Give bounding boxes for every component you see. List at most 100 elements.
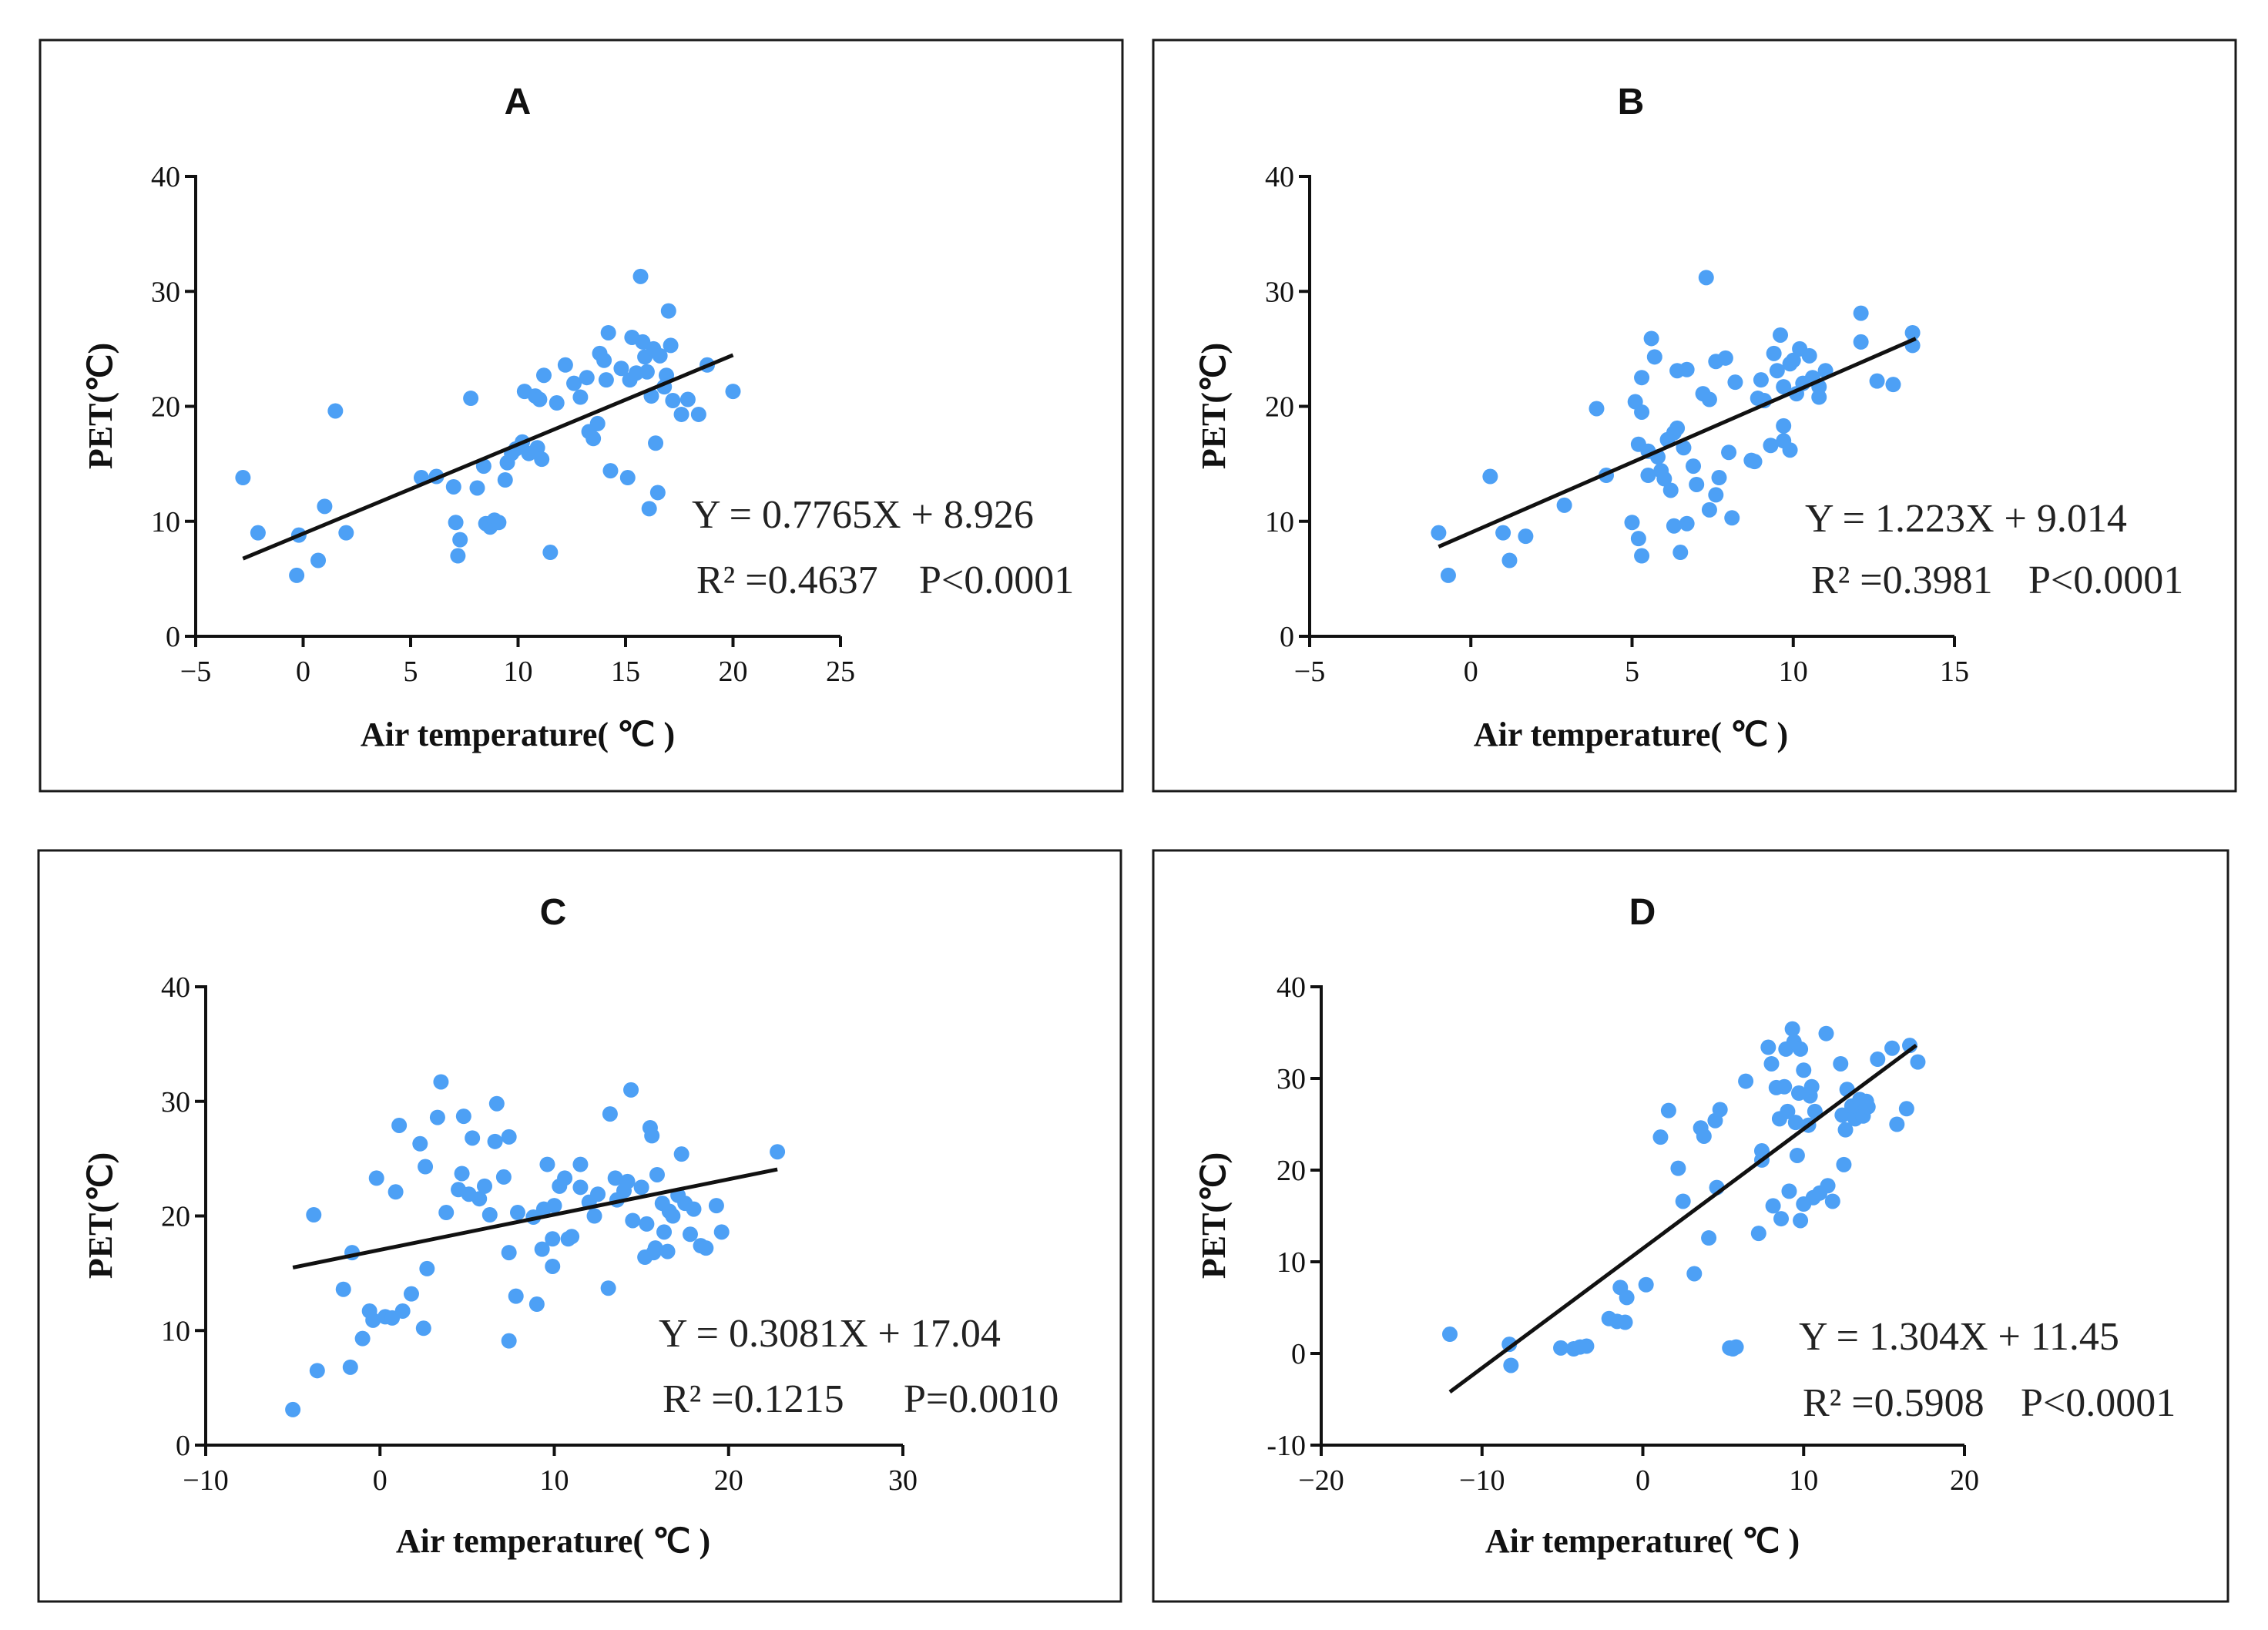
panel-c-data-point (433, 1074, 449, 1090)
panel-d-data-point (1696, 1128, 1712, 1144)
panel-b-x-tick-label: 10 (1779, 656, 1808, 688)
panel-c-x-tick-label: 30 (888, 1464, 918, 1497)
panel-c-y-tick-label: 0 (176, 1430, 190, 1462)
panel-b-y-tick-label: 40 (1265, 161, 1294, 193)
panel-b-data-point (1679, 361, 1695, 377)
panel-d-data-point (1824, 1193, 1840, 1209)
panel-b-data-point (1717, 350, 1733, 366)
panel-c-data-point (639, 1216, 655, 1232)
panel-c-data-point (572, 1179, 589, 1196)
panel-c-data-point (564, 1229, 580, 1245)
panel-d-r2: R² =0.5908 (1803, 1381, 1984, 1425)
panel-c-data-point (625, 1212, 641, 1229)
panel-a-data-point (235, 470, 251, 486)
panel-d-x-tick-label: −20 (1298, 1464, 1344, 1497)
panel-a-data-point (585, 431, 602, 447)
panel-a-data-point (648, 435, 664, 451)
panel-c-data-point (438, 1205, 455, 1221)
panel-a-data-point (310, 552, 327, 568)
panel-b-data-point (1634, 370, 1650, 386)
panel-b-data-point (1624, 515, 1640, 531)
panel-a-data-point (534, 451, 550, 468)
panel-a-data-point (317, 498, 333, 515)
panel-b-data-point (1495, 525, 1511, 541)
panel-b-p-value: P<0.0001 (2028, 558, 2183, 602)
panel-b-y-tick-label: 20 (1265, 391, 1294, 424)
panel-b-data-point (1501, 552, 1518, 568)
panel-b-x-tick-label: 5 (1625, 656, 1639, 688)
panel-a-y-tick-label: 10 (151, 506, 180, 538)
panel-b-data-point (1753, 372, 1769, 388)
panel-a-data-point (665, 393, 681, 409)
panel-c-data-point (713, 1224, 730, 1240)
panel-a-data-point (602, 463, 619, 479)
panel-c-data-point (644, 1128, 660, 1144)
panel-d-data-point (1579, 1338, 1595, 1354)
panel-a-data-point (613, 361, 629, 377)
panel-a-data-point (549, 395, 565, 411)
panel-d-data-point (1750, 1226, 1766, 1242)
panel-c-data-point (471, 1191, 488, 1207)
panel-d-data-point (1738, 1073, 1754, 1089)
panel-c-data-point (534, 1241, 550, 1257)
panel-d-y-tick-label: -10 (1267, 1430, 1306, 1462)
panel-c-data-point (481, 1207, 498, 1223)
panel-a-data-point (566, 375, 582, 391)
panel-d-data-point (1884, 1040, 1901, 1056)
panel-a-x-tick-label: 0 (296, 656, 310, 688)
panel-c-data-point (572, 1156, 589, 1172)
panel-c-ylabel: PET(℃) (82, 1152, 119, 1279)
panel-b-data-point (1589, 401, 1605, 417)
panel-d-y-tick-label: 20 (1277, 1155, 1306, 1187)
panel-c-data-point (501, 1333, 517, 1349)
panel-c-data-point (365, 1312, 381, 1328)
panel-b-data-point (1721, 444, 1737, 461)
panel-b-data-point (1669, 420, 1686, 436)
panel-d-data-point (1701, 1230, 1717, 1246)
panel-a-data-point (663, 337, 679, 354)
panel-a-data-point (641, 501, 657, 517)
panel-c-data-point (455, 1108, 471, 1125)
panel-b-data-point (1853, 334, 1869, 350)
panel-b-data-point (1679, 515, 1695, 532)
panel-a-data-point (600, 324, 616, 340)
panel-c-data-point (623, 1082, 639, 1098)
panel-c-x-tick-label: 0 (373, 1464, 388, 1497)
panel-d-data-point (1780, 1103, 1796, 1119)
panel-c-data-point (354, 1330, 371, 1347)
panel-b-x-tick-label: −5 (1294, 656, 1325, 688)
panel-d-data-point (1442, 1326, 1458, 1343)
panel-c-data-point (649, 1166, 665, 1182)
panel-c-data-point (501, 1129, 517, 1145)
panel-b-data-point (1763, 438, 1779, 454)
panel-a-data-point (250, 525, 266, 541)
panel-c-y-tick-label: 20 (161, 1201, 190, 1233)
panel-b-data-point (1698, 270, 1714, 286)
panel-c-data-point (509, 1205, 525, 1221)
panel-a-data-point (469, 480, 485, 496)
panel-c-data-point (557, 1170, 573, 1186)
panel-c-data-point (673, 1146, 689, 1162)
panel-c-y-tick-label: 40 (161, 971, 190, 1004)
panel-b-data-point (1676, 440, 1692, 456)
panel-a-data-point (338, 525, 354, 541)
panel-d-data-point (1793, 1041, 1809, 1057)
panel-d-x-tick-label: 0 (1636, 1464, 1650, 1497)
panel-a-data-point (445, 478, 461, 495)
panel-a-p-value: P<0.0001 (919, 558, 1074, 602)
panel-d-data-point (1675, 1193, 1691, 1209)
panel-b-data-point (1853, 305, 1869, 321)
panel-c-data-point (682, 1226, 698, 1243)
panel-b-regression-line (1438, 337, 1917, 549)
panel-d-x-tick-label: 20 (1950, 1464, 1979, 1497)
panel-b-data-point (1662, 482, 1679, 498)
panel-a-data-point (639, 364, 655, 380)
panel-b-data-point (1482, 468, 1498, 485)
panel-c-x-tick-label: 20 (714, 1464, 743, 1497)
panel-d-y-axis-title: PET(℃) (1195, 1152, 1233, 1279)
panel-c-y-tick-label: 10 (161, 1315, 190, 1347)
panel-a-regression-line (242, 353, 734, 561)
panel-c-data-point (686, 1201, 702, 1217)
